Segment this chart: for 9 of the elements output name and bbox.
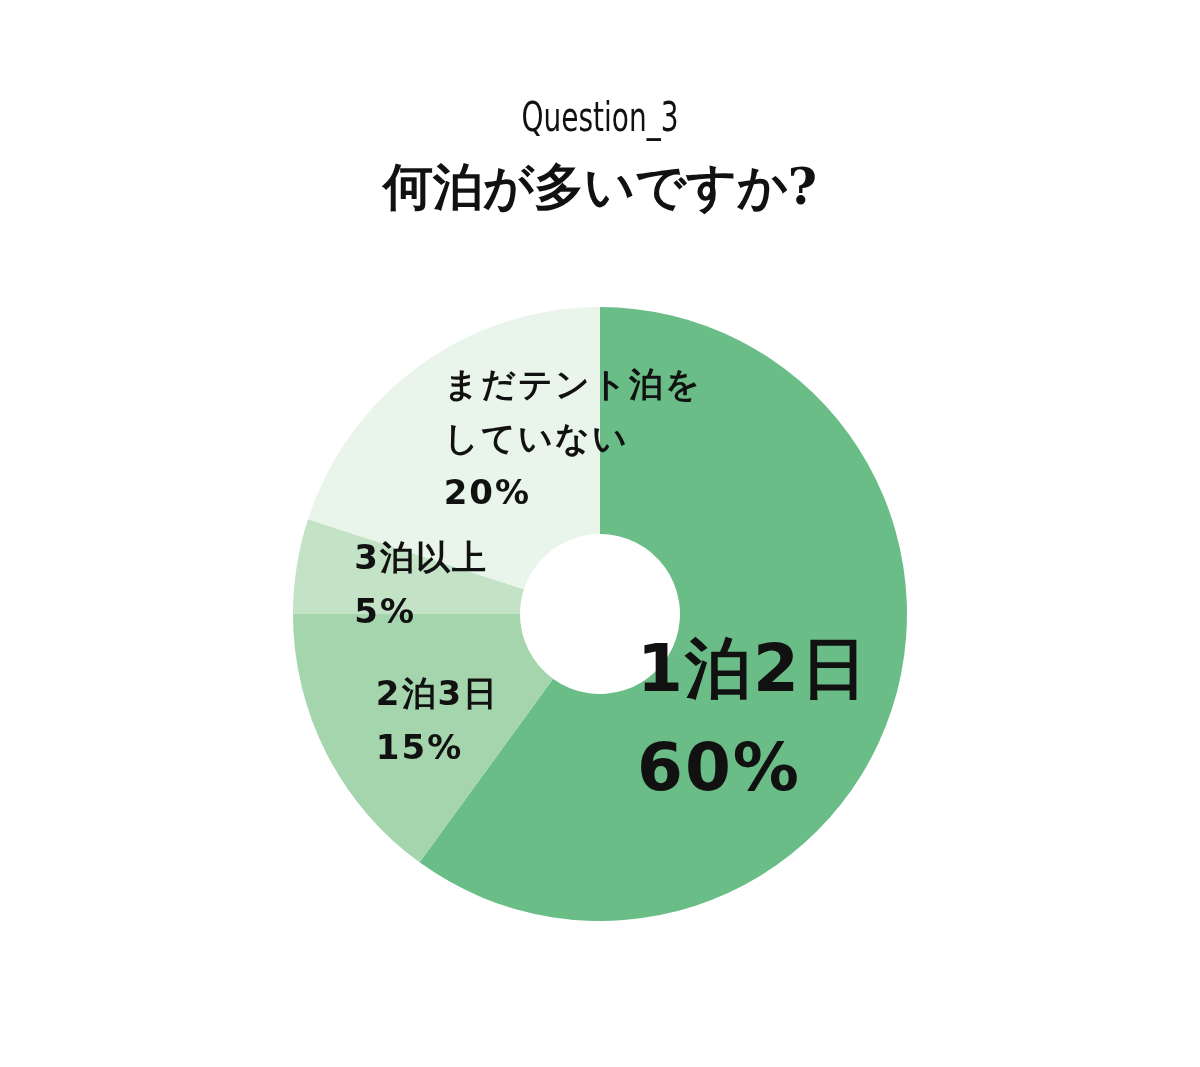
slice-label: 1泊2日: [637, 628, 869, 709]
data-label: 60%: [637, 727, 802, 808]
data-label: 20%: [443, 471, 533, 515]
data-label: 5%: [354, 589, 418, 633]
chart-subtitle: Question_3: [521, 93, 679, 141]
slice-label: 3泊以上: [354, 535, 489, 579]
chart-title: 何泊が多いですか?: [380, 156, 818, 216]
data-label: 15%: [375, 726, 465, 770]
slice-label: 2泊3日: [375, 671, 500, 715]
